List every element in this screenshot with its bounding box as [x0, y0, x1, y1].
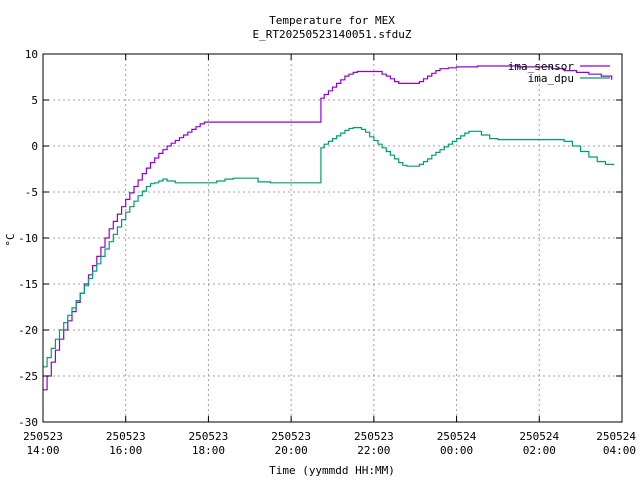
x-tick-time-label: 02:00: [523, 444, 556, 457]
legend-label-ima-sensor: ima_sensor: [508, 60, 575, 73]
legend-label-ima-dpu: ima_dpu: [528, 72, 574, 85]
y-axis-label: °C: [4, 233, 17, 246]
y-tick-label: -5: [25, 186, 38, 199]
y-tick-label: -20: [18, 324, 38, 337]
x-tick-time-label: 00:00: [440, 444, 473, 457]
series-lines: [43, 65, 615, 391]
x-tick-time-label: 16:00: [109, 444, 142, 457]
y-tick-label: 5: [31, 94, 38, 107]
y-tick-label: -10: [18, 232, 38, 245]
x-tick-date-label: 250524: [596, 430, 636, 443]
y-tick-label: 10: [25, 48, 38, 61]
y-tick-label: -25: [18, 370, 38, 383]
y-tick-label: -30: [18, 416, 38, 429]
y-tick-label: -15: [18, 278, 38, 291]
x-axis-label: Time (yymmdd HH:MM): [269, 464, 395, 477]
x-tick-time-label: 22:00: [357, 444, 390, 457]
x-tick-date-label: 250523: [354, 430, 394, 443]
chart-subtitle: E_RT20250523140051.sfduZ: [253, 28, 412, 41]
x-tick-date-label: 250523: [106, 430, 146, 443]
x-tick-time-label: 14:00: [26, 444, 59, 457]
x-tick-time-label: 18:00: [192, 444, 225, 457]
x-tick-date-label: 250523: [189, 430, 229, 443]
plot-border: [42, 53, 623, 423]
y-tick-label: 0: [31, 140, 38, 153]
x-tick-date-label: 250524: [519, 430, 559, 443]
series-line-ima-dpu: [43, 127, 615, 368]
x-tick-time-label: 20:00: [275, 444, 308, 457]
x-tick-time-label: 04:00: [603, 444, 636, 457]
x-tick-date-label: 250523: [23, 430, 63, 443]
chart-title: Temperature for MEX: [269, 14, 395, 27]
series-line-ima-sensor: [43, 65, 613, 391]
grid-lines: [43, 54, 622, 422]
x-tick-date-label: 250523: [271, 430, 311, 443]
axes: 1050-5-10-15-20-25-3025052314:0025052316…: [18, 48, 636, 457]
x-tick-date-label: 250524: [437, 430, 477, 443]
